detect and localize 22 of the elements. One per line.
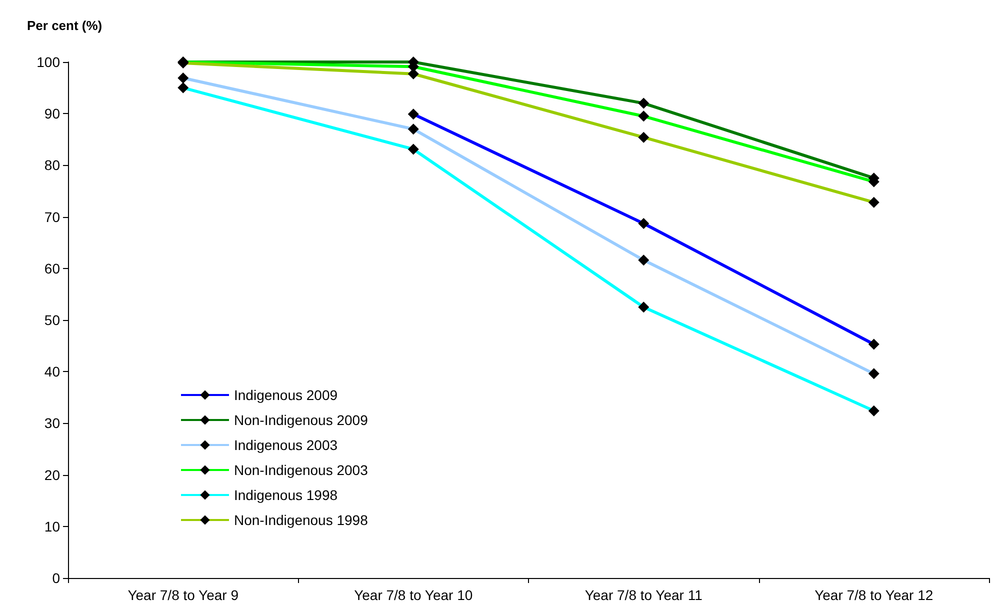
y-tick-label: 0: [52, 570, 60, 586]
x-tick-label: Year 7/8 to Year 9: [128, 587, 239, 603]
y-tick-label: 20: [44, 466, 60, 483]
legend-label: Non-Indigenous 1998: [234, 512, 368, 528]
y-tick-label: 80: [44, 157, 60, 174]
y-tick-label: 30: [44, 415, 60, 432]
y-axis-title: Per cent (%): [27, 18, 102, 33]
y-tick-label: 100: [36, 54, 60, 70]
y-tick-label: 60: [44, 260, 60, 276]
legend-label: Non-Indigenous 2009: [234, 412, 368, 428]
y-tick-label: 70: [44, 208, 60, 225]
x-tick-label: Year 7/8 to Year 11: [584, 587, 703, 603]
legend-label: Indigenous 1998: [234, 487, 338, 503]
x-tick-label: Year 7/8 to Year 10: [354, 587, 473, 603]
legend-label: Non-Indigenous 2003: [234, 462, 368, 478]
y-tick-label: 50: [44, 312, 60, 328]
y-tick-label: 40: [44, 364, 60, 380]
y-tick-label: 10: [44, 518, 60, 534]
legend-label: Indigenous 2009: [234, 387, 338, 403]
y-tick-label: 90: [44, 106, 60, 122]
x-tick-label: Year 7/8 to Year 12: [814, 587, 934, 603]
legend-label: Indigenous 2003: [234, 437, 338, 453]
